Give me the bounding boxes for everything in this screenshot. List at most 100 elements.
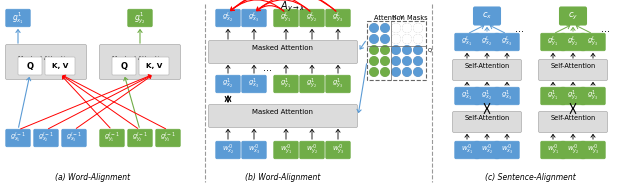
FancyBboxPatch shape bbox=[209, 40, 358, 64]
Text: $g^{l-1}_{x_2}$: $g^{l-1}_{x_2}$ bbox=[38, 131, 54, 145]
Text: Attention Masks: Attention Masks bbox=[374, 15, 428, 21]
FancyBboxPatch shape bbox=[561, 33, 585, 51]
Text: $g^L_{y_3}$: $g^L_{y_3}$ bbox=[588, 35, 598, 49]
Text: $g^1_{y_3}$: $g^1_{y_3}$ bbox=[332, 77, 344, 91]
Text: K, V: K, V bbox=[52, 63, 68, 69]
FancyBboxPatch shape bbox=[541, 33, 565, 51]
Text: ...: ... bbox=[602, 24, 611, 34]
FancyBboxPatch shape bbox=[581, 33, 605, 51]
Text: $g^1_{x_1}$: $g^1_{x_1}$ bbox=[461, 89, 472, 103]
FancyBboxPatch shape bbox=[455, 33, 479, 51]
FancyBboxPatch shape bbox=[581, 141, 605, 159]
FancyBboxPatch shape bbox=[326, 9, 350, 27]
Text: Masked Attention: Masked Attention bbox=[19, 55, 74, 61]
FancyBboxPatch shape bbox=[156, 129, 180, 147]
Text: $g^1_{y_2}$: $g^1_{y_2}$ bbox=[568, 89, 579, 103]
Text: Masked Attention: Masked Attention bbox=[113, 55, 168, 61]
FancyBboxPatch shape bbox=[495, 33, 519, 51]
Circle shape bbox=[392, 46, 400, 54]
Text: Self-Attention: Self-Attention bbox=[465, 115, 509, 121]
Text: $g^L_{x_3}$: $g^L_{x_3}$ bbox=[501, 35, 513, 49]
Circle shape bbox=[370, 24, 378, 32]
FancyBboxPatch shape bbox=[495, 141, 519, 159]
Text: (a) Word-Alignment: (a) Word-Alignment bbox=[56, 174, 131, 183]
Text: $w^0_{x_2}$: $w^0_{x_2}$ bbox=[481, 143, 493, 157]
FancyBboxPatch shape bbox=[62, 129, 86, 147]
Text: Self-Attention: Self-Attention bbox=[550, 63, 596, 69]
Text: $w^0_{x_3}$: $w^0_{x_3}$ bbox=[248, 143, 260, 157]
Text: ...: ... bbox=[264, 63, 273, 73]
Text: $w^0_{x_3}$: $w^0_{x_3}$ bbox=[500, 143, 513, 157]
Text: $g^{l-1}_{y_3}$: $g^{l-1}_{y_3}$ bbox=[160, 131, 176, 145]
FancyBboxPatch shape bbox=[452, 111, 522, 133]
FancyBboxPatch shape bbox=[300, 75, 324, 93]
FancyBboxPatch shape bbox=[18, 57, 42, 75]
Circle shape bbox=[381, 24, 389, 32]
Text: $g^L_{y_2}$: $g^L_{y_2}$ bbox=[307, 11, 317, 25]
FancyBboxPatch shape bbox=[216, 75, 240, 93]
Text: $A_{y \rightarrow x}$: $A_{y \rightarrow x}$ bbox=[280, 0, 306, 14]
Text: $w^0_{y_1}$: $w^0_{y_1}$ bbox=[547, 143, 559, 157]
FancyBboxPatch shape bbox=[561, 141, 585, 159]
Text: Masked Attention: Masked Attention bbox=[253, 109, 314, 115]
FancyBboxPatch shape bbox=[538, 59, 607, 80]
Circle shape bbox=[392, 24, 400, 32]
FancyBboxPatch shape bbox=[452, 59, 522, 80]
FancyBboxPatch shape bbox=[139, 57, 169, 75]
Text: Self-Attention: Self-Attention bbox=[550, 115, 596, 121]
FancyBboxPatch shape bbox=[100, 129, 124, 147]
Text: $g^1_{x_3}$: $g^1_{x_3}$ bbox=[501, 89, 513, 103]
Text: $g^{l-1}_{y_1}$: $g^{l-1}_{y_1}$ bbox=[104, 131, 120, 145]
Circle shape bbox=[414, 35, 422, 43]
Text: $w^0_{y_2}$: $w^0_{y_2}$ bbox=[306, 143, 318, 157]
Text: $g^L_{y_1}$: $g^L_{y_1}$ bbox=[547, 35, 559, 49]
FancyBboxPatch shape bbox=[274, 75, 298, 93]
Text: $g^L_{y_3}$: $g^L_{y_3}$ bbox=[332, 11, 344, 25]
Text: $g^1_{y_1}$: $g^1_{y_1}$ bbox=[280, 77, 292, 91]
FancyBboxPatch shape bbox=[45, 57, 75, 75]
FancyBboxPatch shape bbox=[6, 9, 30, 27]
FancyBboxPatch shape bbox=[455, 141, 479, 159]
Text: $w^0_{y_3}$: $w^0_{y_3}$ bbox=[332, 143, 344, 157]
FancyBboxPatch shape bbox=[34, 129, 58, 147]
Circle shape bbox=[381, 68, 389, 76]
FancyBboxPatch shape bbox=[495, 87, 519, 105]
Text: $w^0_{x_2}$: $w^0_{x_2}$ bbox=[222, 143, 234, 157]
Circle shape bbox=[370, 68, 378, 76]
Circle shape bbox=[381, 35, 389, 43]
Text: $w^0_{y_2}$: $w^0_{y_2}$ bbox=[567, 143, 579, 157]
FancyBboxPatch shape bbox=[6, 45, 86, 80]
Text: K, V: K, V bbox=[392, 14, 403, 20]
FancyBboxPatch shape bbox=[242, 141, 266, 159]
Text: (b) Word-Alignment: (b) Word-Alignment bbox=[245, 174, 321, 183]
FancyBboxPatch shape bbox=[209, 105, 358, 127]
Circle shape bbox=[403, 35, 412, 43]
FancyBboxPatch shape bbox=[128, 129, 152, 147]
Circle shape bbox=[381, 46, 389, 54]
Text: Masked Attention: Masked Attention bbox=[253, 45, 314, 51]
FancyBboxPatch shape bbox=[560, 7, 586, 25]
FancyBboxPatch shape bbox=[475, 141, 499, 159]
FancyBboxPatch shape bbox=[581, 87, 605, 105]
FancyBboxPatch shape bbox=[216, 141, 240, 159]
FancyBboxPatch shape bbox=[274, 9, 298, 27]
FancyBboxPatch shape bbox=[6, 129, 30, 147]
Circle shape bbox=[392, 35, 400, 43]
FancyBboxPatch shape bbox=[300, 9, 324, 27]
FancyBboxPatch shape bbox=[541, 141, 565, 159]
Text: $c_x$: $c_x$ bbox=[482, 11, 492, 21]
Text: $g^1_{y_2}$: $g^1_{y_2}$ bbox=[307, 77, 317, 91]
Text: $g^L_{x_2}$: $g^L_{x_2}$ bbox=[481, 35, 493, 49]
Text: $g^1_{y_2}$: $g^1_{y_2}$ bbox=[134, 10, 146, 26]
Circle shape bbox=[403, 57, 412, 65]
FancyBboxPatch shape bbox=[326, 75, 350, 93]
Text: $g^L_{x_2}$: $g^L_{x_2}$ bbox=[223, 11, 234, 25]
Text: $g^L_{y_1}$: $g^L_{y_1}$ bbox=[280, 11, 292, 25]
FancyBboxPatch shape bbox=[474, 7, 500, 25]
Text: $g^L_{y_2}$: $g^L_{y_2}$ bbox=[568, 35, 579, 49]
FancyBboxPatch shape bbox=[538, 111, 607, 133]
Circle shape bbox=[392, 57, 400, 65]
Text: $g^1_{y_3}$: $g^1_{y_3}$ bbox=[588, 89, 598, 103]
Bar bbox=[367, 21, 426, 80]
Text: K, V: K, V bbox=[146, 63, 162, 69]
